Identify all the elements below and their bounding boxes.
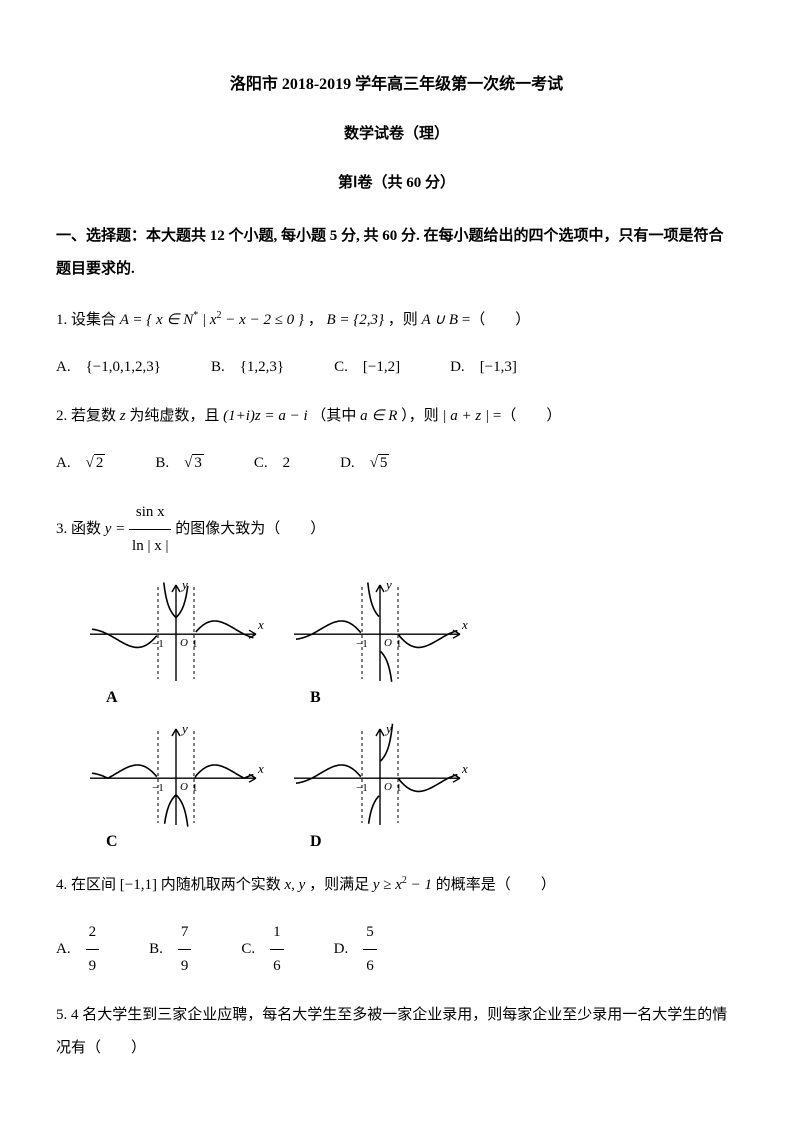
svg-text:−1: −1 bbox=[356, 782, 368, 794]
svg-text:O: O bbox=[384, 781, 392, 793]
question-3: 3. 函数 y = sin x ln | x | 的图像大致为（ ） bbox=[56, 496, 737, 563]
svg-text:1: 1 bbox=[396, 638, 402, 650]
svg-text:x: x bbox=[257, 761, 264, 776]
graph-label: B bbox=[310, 689, 470, 707]
svg-text:1: 1 bbox=[396, 782, 402, 794]
svg-text:1: 1 bbox=[192, 638, 198, 650]
q1-opt-a: A. {−1,0,1,2,3} bbox=[56, 351, 161, 384]
q1-opt-b: B. {1,2,3} bbox=[211, 351, 284, 384]
svg-text:1: 1 bbox=[192, 782, 198, 794]
q2-options: A. 2 B. 3 C. 2 D. 5 bbox=[56, 447, 737, 480]
q1-prefix: 1. 设集合 bbox=[56, 312, 120, 328]
q4-opt-c: C. 16 bbox=[241, 916, 283, 983]
q1-opt-d: D. [−1,3] bbox=[450, 351, 517, 384]
page-subtitle: 数学试卷（理） bbox=[56, 122, 737, 143]
q2-opt-b: B. 3 bbox=[155, 447, 204, 480]
q1-options: A. {−1,0,1,2,3} B. {1,2,3} C. [−1,2] D. … bbox=[56, 351, 737, 384]
question-2: 2. 若复数 z 为纯虚数，且 (1+i)z = a − i （其中 a ∈ R… bbox=[56, 400, 737, 433]
q3-prefix: 3. 函数 bbox=[56, 521, 105, 537]
question-4: 4. 在区间 [−1,1] 内随机取两个实数 x, y ，则满足 y ≥ x2 … bbox=[56, 869, 737, 902]
q3-graphs: −11OxyA −11OxyB −11OxyC −11OxyD bbox=[86, 577, 737, 851]
q2-opt-d: D. 5 bbox=[340, 447, 389, 480]
graph-label: D bbox=[310, 833, 470, 851]
q4-opt-d: D. 56 bbox=[334, 916, 377, 983]
svg-text:O: O bbox=[180, 637, 188, 649]
q1-union: A ∪ B bbox=[422, 312, 459, 328]
q3-fraction: sin x ln | x | bbox=[129, 496, 171, 563]
question-1: 1. 设集合 A = { x ∈ N* | x2 − x − 2 ≤ 0 } ，… bbox=[56, 304, 737, 337]
q2-opt-a: A. 2 bbox=[56, 447, 105, 480]
svg-text:y: y bbox=[180, 721, 188, 736]
q1-expr: A = { x ∈ N* | x2 − x − 2 ≤ 0 } bbox=[120, 312, 304, 328]
q2-opt-c: C. 2 bbox=[254, 447, 290, 480]
question-5: 5. 4 名大学生到三家企业应聘，每名大学生至多被一家企业录用，则每家企业至少录… bbox=[56, 999, 737, 1065]
svg-text:−1: −1 bbox=[356, 638, 368, 650]
page-title: 洛阳市 2018-2019 学年高三年级第一次统一考试 bbox=[56, 70, 737, 94]
part-label: 第Ⅰ卷（共 60 分） bbox=[56, 171, 737, 192]
svg-text:y: y bbox=[384, 577, 392, 592]
q1-opt-c: C. [−1,2] bbox=[334, 351, 400, 384]
q4-opt-b: B. 79 bbox=[149, 916, 191, 983]
exam-page: 洛阳市 2018-2019 学年高三年级第一次统一考试 数学试卷（理） 第Ⅰ卷（… bbox=[0, 0, 793, 1122]
graph-a: −11OxyA bbox=[86, 577, 266, 707]
graph-label: A bbox=[106, 689, 266, 707]
svg-text:x: x bbox=[461, 761, 468, 776]
graph-b: −1 1Ox y B bbox=[290, 577, 470, 707]
q4-opt-a: A. 29 bbox=[56, 916, 99, 983]
graph-c: −1 1Ox y C bbox=[86, 721, 266, 851]
svg-text:x: x bbox=[257, 617, 264, 632]
q4-options: A. 29 B. 79 C. 16 D. 56 bbox=[56, 916, 737, 983]
svg-text:−1: −1 bbox=[152, 782, 164, 794]
svg-text:x: x bbox=[461, 617, 468, 632]
section-heading: 一、选择题：本大题共 12 个小题, 每小题 5 分, 共 60 分. 在每小题… bbox=[56, 220, 737, 286]
graph-d: −11OxyD bbox=[290, 721, 470, 851]
svg-text:O: O bbox=[384, 637, 392, 649]
svg-text:O: O bbox=[180, 781, 188, 793]
graph-label: C bbox=[106, 833, 266, 851]
q1-b: B = {2,3} bbox=[326, 312, 384, 328]
q3-suffix: 的图像大致为（ ） bbox=[175, 521, 325, 537]
